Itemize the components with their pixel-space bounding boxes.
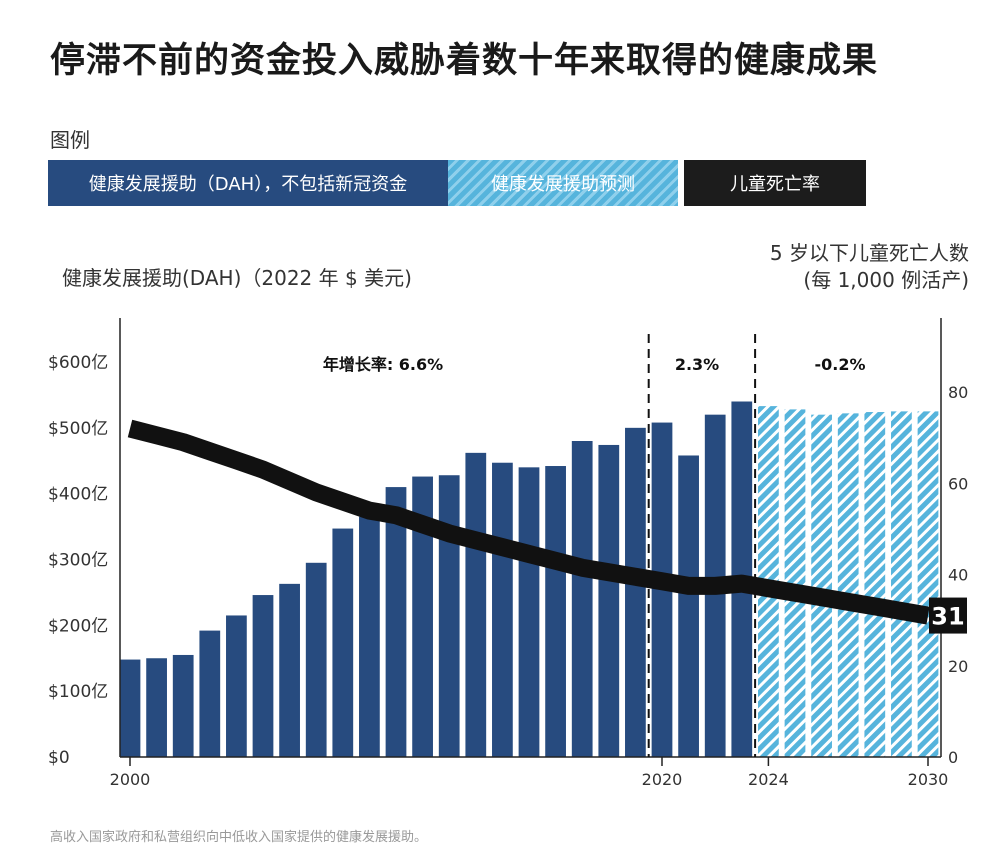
dah-bar (252, 595, 274, 757)
dah-bar (332, 528, 354, 757)
dah-bar (119, 659, 141, 757)
left-tick-label: $600亿 (48, 353, 108, 373)
dah-bar (678, 455, 699, 757)
projection-bar (891, 411, 912, 757)
right-axis-title: 5 岁以下儿童死亡人数 (每 1,000 例活产) (770, 240, 969, 294)
legend-item-dah: 健康发展援助（DAH），不包括新冠资金 (48, 160, 448, 206)
dah-bar (412, 476, 433, 757)
right-tick-label: 0 (948, 748, 958, 767)
left-tick-label: $500亿 (48, 419, 108, 439)
x-tick-label: 2024 (748, 770, 789, 789)
left-tick-label: $0 (48, 748, 70, 768)
growth-rate-label: 2.3% (675, 355, 719, 374)
child-mortality-line (127, 419, 930, 625)
dah-bar (438, 475, 460, 757)
dah-bar (625, 427, 646, 757)
dah-bar (199, 630, 221, 757)
legend-heading: 图例 (50, 128, 90, 152)
left-tick-label: $100亿 (48, 682, 108, 702)
dah-bar (172, 654, 194, 757)
growth-rate-label: 年增长率: 6.6% (323, 355, 443, 374)
right-axis-title-line2: (每 1,000 例活产) (803, 268, 969, 292)
right-axis-title-line1: 5 岁以下儿童死亡人数 (769, 241, 969, 265)
dah-bar (465, 452, 487, 757)
chart-title: 停滞不前的资金投入威胁着数十年来取得的健康成果 (50, 41, 879, 81)
left-tick-label: $300亿 (48, 551, 108, 571)
dah-bar (359, 516, 380, 757)
end-value-box (929, 597, 967, 634)
left-tick-label: $400亿 (48, 485, 108, 505)
dah-bar (146, 658, 167, 757)
axes: $0 $100亿 $200亿 $300亿 $400亿 $500亿 $600亿 0 20 40 60 8… (48, 318, 968, 789)
x-tick-label: 2000 (110, 770, 151, 789)
projection-bar (864, 412, 886, 757)
dah-bar (305, 562, 327, 757)
dah-bar (279, 583, 300, 757)
projection-bar (784, 409, 806, 757)
x-tick-label: 2020 (642, 770, 683, 789)
dah-bars (119, 401, 753, 757)
left-tick-label: $200亿 (48, 616, 108, 636)
dah-bar (492, 462, 513, 757)
growth-rate-label: -0.2% (814, 355, 865, 374)
dah-bar (598, 444, 620, 757)
projection-bar (811, 414, 832, 757)
projection-bar (837, 413, 859, 757)
dah-bar (385, 487, 407, 757)
footnote: 高收入国家政府和私营组织向中低收入国家提供的健康发展援助。 (50, 830, 428, 845)
right-tick-label: 40 (948, 566, 968, 585)
left-axis-title: 健康发展援助(DAH)（2022 年 $ 美元) (62, 266, 412, 290)
child-mortality-path (127, 419, 930, 625)
legend-item-projection: 健康发展援助预测 (448, 160, 678, 206)
right-tick-label: 20 (948, 657, 968, 676)
dah-bar (226, 615, 247, 757)
projection-bars (758, 406, 939, 757)
legend-item-child-mortality: 儿童死亡率 (684, 160, 866, 206)
dah-bar (571, 441, 593, 757)
right-tick-label: 80 (948, 383, 968, 402)
legend: 健康发展援助（DAH），不包括新冠资金 健康发展援助预测 儿童死亡率 (48, 160, 866, 206)
x-tick-label: 2030 (908, 770, 949, 789)
end-value-label: 31 (931, 603, 964, 631)
chart-labels: 年增长率: 6.6% 2.3% -0.2% 31 (323, 355, 967, 634)
right-tick-label: 60 (948, 474, 968, 493)
projection-bar (917, 411, 939, 757)
dah-bar (545, 466, 566, 757)
dah-bar (518, 467, 540, 757)
